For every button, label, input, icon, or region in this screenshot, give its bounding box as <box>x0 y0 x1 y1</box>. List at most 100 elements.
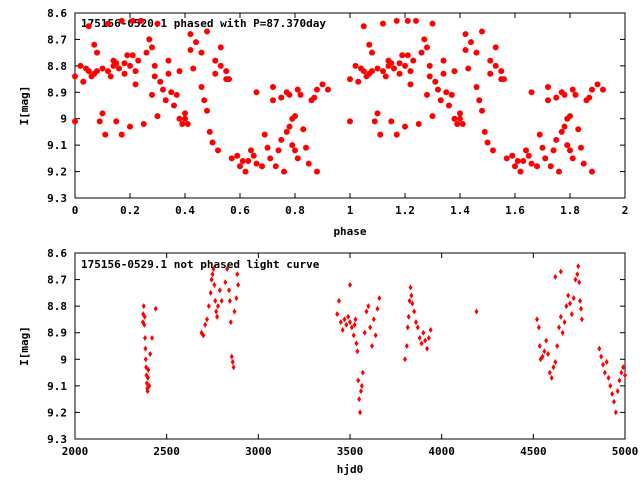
data-point <box>143 345 148 352</box>
data-point <box>601 361 605 368</box>
data-point <box>118 17 125 24</box>
data-point <box>415 121 422 127</box>
data-point <box>173 91 180 98</box>
data-point <box>219 297 224 304</box>
data-point <box>380 20 386 27</box>
data-point <box>558 128 565 135</box>
data-point <box>143 335 148 342</box>
data-point <box>528 89 535 96</box>
data-point <box>226 76 232 83</box>
top-y-tick-label: 9 <box>60 113 67 126</box>
top-x-tick-label: 1.4 <box>450 204 470 217</box>
data-point <box>237 163 243 170</box>
data-point <box>360 369 365 376</box>
data-point <box>558 313 563 320</box>
data-point <box>382 73 389 80</box>
data-point <box>121 60 128 67</box>
data-point <box>407 68 414 75</box>
data-point <box>562 319 567 326</box>
data-point <box>536 324 541 331</box>
data-point <box>234 152 241 159</box>
data-point <box>600 86 606 93</box>
data-point <box>535 316 539 323</box>
top-x-tick-label: 1 <box>347 204 354 217</box>
data-point <box>465 65 472 72</box>
data-point <box>454 121 461 127</box>
data-point <box>179 121 186 127</box>
data-point <box>281 168 287 175</box>
data-point <box>209 139 216 146</box>
data-point <box>142 321 147 328</box>
data-point <box>517 168 524 175</box>
bottom-x-tick-label: 3000 <box>245 445 272 458</box>
data-point <box>492 44 499 51</box>
data-point <box>99 110 106 117</box>
bottom-x-axis-label: hjd0 <box>337 463 364 476</box>
data-point <box>443 89 450 96</box>
data-point <box>440 70 447 77</box>
top-y-tick-label: 8.7 <box>47 33 67 46</box>
data-point <box>360 68 367 75</box>
data-point <box>547 163 554 170</box>
top-chart-title: 175156-0520.1 phased with P=87.370day <box>81 17 326 30</box>
data-point <box>410 300 415 307</box>
top-y-tick-label: 9.3 <box>47 192 67 205</box>
data-point <box>569 155 576 162</box>
data-point <box>407 81 414 88</box>
data-point <box>404 343 409 349</box>
data-point <box>576 263 581 270</box>
data-point <box>72 118 78 125</box>
data-point <box>337 297 341 304</box>
data-point <box>145 374 150 381</box>
data-point <box>572 91 579 98</box>
data-point <box>355 348 360 355</box>
data-point <box>311 94 318 101</box>
data-point <box>566 292 571 299</box>
data-point <box>568 300 572 307</box>
data-point <box>623 372 627 379</box>
data-point <box>359 382 364 389</box>
data-point <box>335 311 340 318</box>
data-point <box>602 369 607 376</box>
data-point <box>417 335 422 342</box>
data-point <box>615 388 620 395</box>
bottom-x-tick-label: 2000 <box>62 445 89 458</box>
data-point <box>283 128 290 135</box>
data-point <box>348 281 352 288</box>
data-point <box>154 113 161 120</box>
data-point <box>351 332 356 339</box>
data-point <box>297 91 304 98</box>
top-y-tick-label: 8.9 <box>47 86 67 99</box>
data-point <box>127 62 133 69</box>
data-point <box>198 49 205 56</box>
data-point <box>292 147 298 154</box>
bottom-y-tick-label: 9 <box>60 353 67 366</box>
data-point <box>212 70 219 77</box>
data-point <box>366 303 371 310</box>
data-point <box>261 131 268 138</box>
data-point <box>210 271 215 278</box>
data-point <box>144 380 149 387</box>
data-point <box>421 329 426 336</box>
bottom-y-tick-label: 8.8 <box>47 300 67 313</box>
data-point <box>176 115 183 122</box>
data-point <box>468 39 474 46</box>
data-point <box>72 73 78 80</box>
data-point <box>230 358 235 365</box>
data-point <box>348 319 352 326</box>
data-point <box>561 123 568 130</box>
data-point <box>212 57 219 64</box>
data-point <box>498 68 505 75</box>
data-point <box>410 57 417 64</box>
data-point <box>157 78 164 85</box>
data-point <box>426 73 433 80</box>
data-point <box>325 86 331 93</box>
data-point <box>151 62 158 69</box>
top-y-axis-label: I[mag] <box>18 86 31 126</box>
data-point <box>206 128 213 135</box>
top-x-tick-label: 1.8 <box>560 204 580 217</box>
data-point <box>536 131 543 138</box>
data-point <box>150 335 154 342</box>
data-point <box>373 332 378 339</box>
bottom-x-tick-label: 2500 <box>153 445 180 458</box>
